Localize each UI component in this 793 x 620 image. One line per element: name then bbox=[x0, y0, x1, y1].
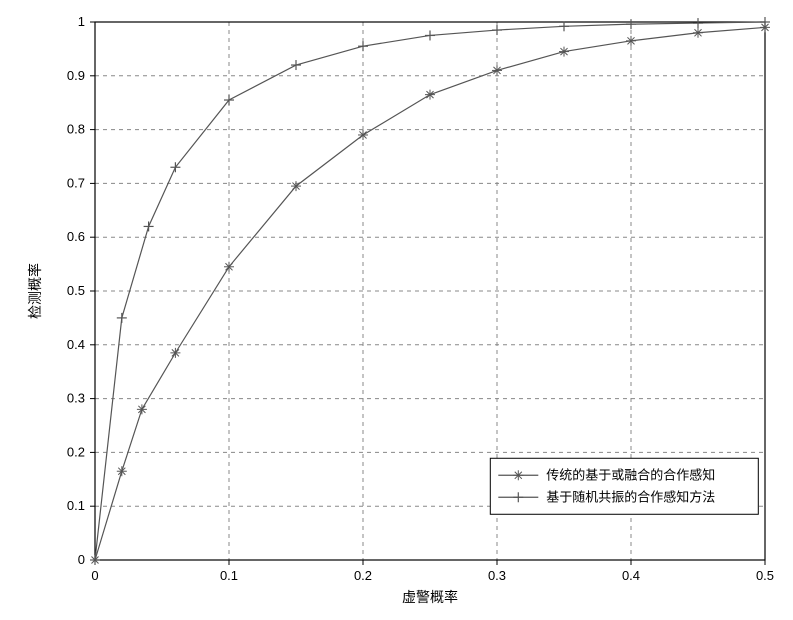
ytick-label: 0.4 bbox=[67, 337, 85, 352]
ytick-label: 1 bbox=[78, 14, 85, 29]
ytick-label: 0.6 bbox=[67, 229, 85, 244]
ytick-label: 0.5 bbox=[67, 283, 85, 298]
ytick-label: 0.2 bbox=[67, 444, 85, 459]
xtick-label: 0.2 bbox=[354, 568, 372, 583]
ytick-label: 0.9 bbox=[67, 68, 85, 83]
ytick-label: 0.1 bbox=[67, 498, 85, 513]
xtick-label: 0.1 bbox=[220, 568, 238, 583]
xtick-label: 0.3 bbox=[488, 568, 506, 583]
ytick-label: 0 bbox=[78, 552, 85, 567]
ytick-label: 0.7 bbox=[67, 175, 85, 190]
legend: 传统的基于或融合的合作感知基于随机共振的合作感知方法 bbox=[490, 458, 758, 514]
y-axis-label: 检测概率 bbox=[27, 263, 43, 319]
x-axis-label: 虚警概率 bbox=[402, 589, 458, 605]
xtick-label: 0.4 bbox=[622, 568, 640, 583]
xtick-label: 0.5 bbox=[756, 568, 774, 583]
ytick-label: 0.8 bbox=[67, 122, 85, 137]
roc-chart: 0 0.1 0.2 0.3 0.4 0.5 0 0.1 0.2 0.3 0.4 0.5 0.6 0.7 0.… bbox=[0, 0, 793, 620]
xtick-label: 0 bbox=[91, 568, 98, 583]
chart-container: 0 0.1 0.2 0.3 0.4 0.5 0 0.1 0.2 0.3 0.4 0.5 0.6 0.7 0.… bbox=[0, 0, 793, 620]
ytick-label: 0.3 bbox=[67, 391, 85, 406]
legend-label: 基于随机共振的合作感知方法 bbox=[546, 489, 715, 504]
legend-label: 传统的基于或融合的合作感知 bbox=[546, 467, 715, 482]
